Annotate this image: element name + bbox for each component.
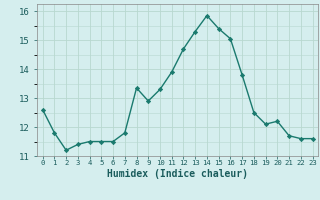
X-axis label: Humidex (Indice chaleur): Humidex (Indice chaleur): [107, 169, 248, 179]
